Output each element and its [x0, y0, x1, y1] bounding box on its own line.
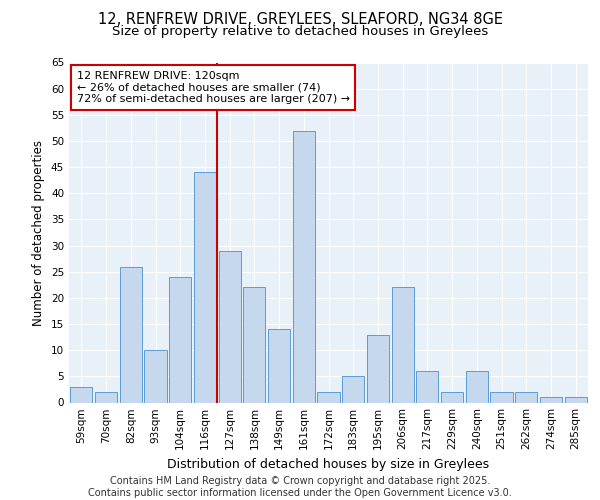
Y-axis label: Number of detached properties: Number of detached properties: [32, 140, 46, 326]
Bar: [490, 392, 512, 402]
Text: Size of property relative to detached houses in Greylees: Size of property relative to detached ho…: [112, 25, 488, 38]
Bar: [367, 334, 389, 402]
Bar: [293, 130, 315, 402]
Bar: [416, 371, 439, 402]
Text: Contains HM Land Registry data © Crown copyright and database right 2025.
Contai: Contains HM Land Registry data © Crown c…: [88, 476, 512, 498]
Bar: [194, 172, 216, 402]
Bar: [268, 330, 290, 402]
Bar: [317, 392, 340, 402]
Bar: [70, 387, 92, 402]
Bar: [565, 398, 587, 402]
Bar: [243, 288, 265, 403]
Bar: [392, 288, 414, 403]
X-axis label: Distribution of detached houses by size in Greylees: Distribution of detached houses by size …: [167, 458, 490, 471]
Bar: [540, 398, 562, 402]
Text: 12 RENFREW DRIVE: 120sqm
← 26% of detached houses are smaller (74)
72% of semi-d: 12 RENFREW DRIVE: 120sqm ← 26% of detach…: [77, 71, 350, 104]
Bar: [515, 392, 538, 402]
Bar: [466, 371, 488, 402]
Bar: [145, 350, 167, 403]
Bar: [342, 376, 364, 402]
Bar: [95, 392, 117, 402]
Bar: [169, 277, 191, 402]
Bar: [218, 251, 241, 402]
Bar: [119, 266, 142, 402]
Bar: [441, 392, 463, 402]
Text: 12, RENFREW DRIVE, GREYLEES, SLEAFORD, NG34 8GE: 12, RENFREW DRIVE, GREYLEES, SLEAFORD, N…: [97, 12, 503, 28]
